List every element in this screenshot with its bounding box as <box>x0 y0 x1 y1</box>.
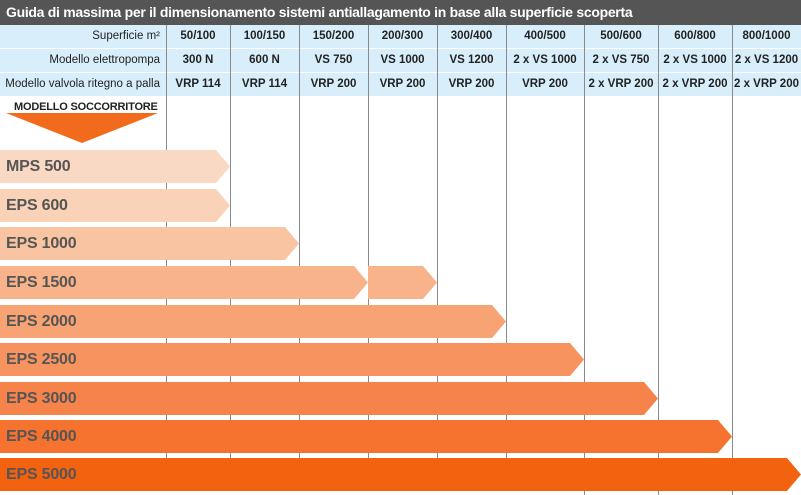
table-cell: 2 x VS 1000 <box>513 54 577 66</box>
model-name: EPS 3000 <box>6 390 77 407</box>
table-cell: 600/800 <box>674 30 716 42</box>
table-cell: 50/100 <box>180 30 216 42</box>
table-cell: 600 N <box>249 54 280 66</box>
model-name: EPS 1500 <box>6 274 77 291</box>
bar-shape <box>0 420 732 453</box>
table-cell: 150/200 <box>312 30 355 42</box>
table-cell: 200/300 <box>381 30 424 42</box>
table-cell: VRP 114 <box>241 78 288 90</box>
table-cell: 500/600 <box>600 30 642 42</box>
soccorritore-label: MODELLO SOCCORRITORE <box>14 101 158 113</box>
bar-shape <box>0 189 230 222</box>
model-bar: MPS 500 <box>0 150 230 183</box>
bar-shape <box>0 266 368 299</box>
table-cell: 300 N <box>182 54 214 66</box>
model-name: EPS 600 <box>6 197 68 214</box>
table-cell: VRP 200 <box>310 78 357 90</box>
column-divider <box>584 25 585 495</box>
model-bar: EPS 2000 <box>0 305 506 338</box>
model-bar-extension <box>368 266 437 299</box>
table-cell: VS 1000 <box>380 54 425 66</box>
table-cell: 300/400 <box>450 30 493 42</box>
model-bar: EPS 1500 <box>0 266 368 299</box>
bar-shape <box>0 382 658 415</box>
column-divider <box>506 25 507 480</box>
model-bar: EPS 5000 <box>0 458 801 491</box>
row-label: Modello elettropompa <box>49 54 160 66</box>
model-name: EPS 2500 <box>6 351 77 368</box>
table-cell: VRP 200 <box>379 78 426 90</box>
down-arrow-shape <box>6 113 158 143</box>
row-label: Modello valvola ritegno a palla <box>5 78 160 90</box>
table-cell: 800/1000 <box>742 30 791 42</box>
column-divider <box>732 25 733 495</box>
table-cell: 100/150 <box>243 30 286 42</box>
model-name: EPS 2000 <box>6 313 77 330</box>
table-row: Modello valvola ritegno a palla VRP 114 VR… <box>0 73 801 96</box>
model-name: EPS 5000 <box>6 466 77 483</box>
page-title: Guida di massima per il dimensionamento … <box>0 0 801 25</box>
column-divider <box>368 25 369 480</box>
table-cell: 2 x VS 1000 <box>663 54 727 66</box>
model-name: EPS 4000 <box>6 428 77 445</box>
row-label: Superficie m² <box>92 30 160 42</box>
down-arrow-icon <box>6 113 158 143</box>
table-cell: 400/500 <box>524 30 566 42</box>
model-bar: EPS 600 <box>0 189 230 222</box>
table-cell: VRP 114 <box>175 78 221 90</box>
table-cell: 2 x VS 1200 <box>734 54 799 66</box>
column-divider <box>299 25 300 480</box>
bar-shape <box>0 227 299 260</box>
model-bar: EPS 1000 <box>0 227 299 260</box>
bar-shape <box>0 458 801 491</box>
table-cell: 2 x VS 750 <box>592 54 650 66</box>
model-bar: EPS 2500 <box>0 343 584 376</box>
column-divider <box>437 25 438 480</box>
table-cell: 2 x VRP 200 <box>662 78 728 90</box>
bar-shape <box>0 305 506 338</box>
bar-shape <box>0 150 230 183</box>
model-name: MPS 500 <box>6 158 71 175</box>
table-row: Modello elettropompa 300 N 600 N VS 750 VS 1… <box>0 49 801 72</box>
model-bar: EPS 4000 <box>0 420 732 453</box>
model-bar: EPS 3000 <box>0 382 658 415</box>
bar-shape <box>368 266 437 299</box>
bar-shape <box>0 343 584 376</box>
table-cell: VRP 200 <box>448 78 495 90</box>
row-separator <box>0 48 801 49</box>
column-divider <box>658 25 659 495</box>
table-cell: 2 x VRP 200 <box>588 78 654 90</box>
row-separator <box>0 72 801 73</box>
table-cell: VS 750 <box>314 54 353 66</box>
table-cell: VS 1200 <box>449 54 494 66</box>
table-cell: VRP 200 <box>522 78 568 90</box>
table-cell: 2 x VRP 200 <box>733 78 799 90</box>
table-row: Superficie m² 50/100 100/150 150/200 200/300… <box>0 25 801 48</box>
model-name: EPS 1000 <box>6 235 77 252</box>
